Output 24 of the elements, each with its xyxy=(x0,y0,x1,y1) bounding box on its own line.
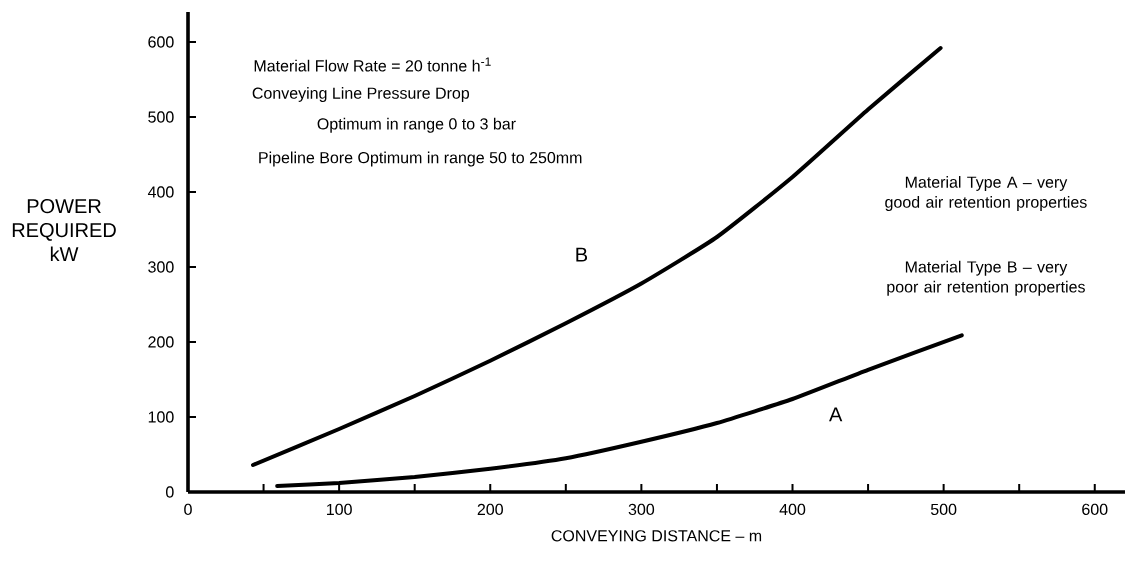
annotation: Material Type A – very good air retention properties xyxy=(885,176,1087,211)
y-tick-label: 500 xyxy=(148,111,174,123)
x-axis-title: CONVEYING DISTANCE – m xyxy=(551,530,762,542)
annotation: Pipeline Bore Optimum in range 50 to 250mm xyxy=(259,151,582,167)
y-axis-title: POWER REQUIRED kW xyxy=(12,199,116,261)
annotation: Material Flow Rate = 20 tonne h$^{-1}$ xyxy=(254,57,491,72)
annotation: Optimum in range 0 to 3 bar xyxy=(317,117,516,133)
y-tick-label: 100 xyxy=(148,411,174,423)
series-label: A xyxy=(829,407,843,422)
text: B xyxy=(576,247,588,262)
x-tick-label: 200 xyxy=(477,503,503,516)
y-tick-label: 400 xyxy=(147,186,174,198)
y-tick-label: 0 xyxy=(166,486,174,498)
y-tick-label: 600 xyxy=(148,36,174,48)
x-tick-label: 600 xyxy=(1082,503,1108,516)
x-tick-label: 0 xyxy=(184,503,192,516)
x-tick-label: 100 xyxy=(327,503,352,516)
x-tick-label: 500 xyxy=(930,503,957,516)
x-tick-label: 300 xyxy=(628,503,655,516)
annotation: Material Type B – very poor air retention properties xyxy=(887,260,1085,296)
y-tick-label: 200 xyxy=(148,336,174,348)
annotation: Conveying Line Pressure Drop xyxy=(252,87,470,102)
y-tick-label: 300 xyxy=(148,261,174,273)
x-tick-label: 400 xyxy=(779,503,806,516)
